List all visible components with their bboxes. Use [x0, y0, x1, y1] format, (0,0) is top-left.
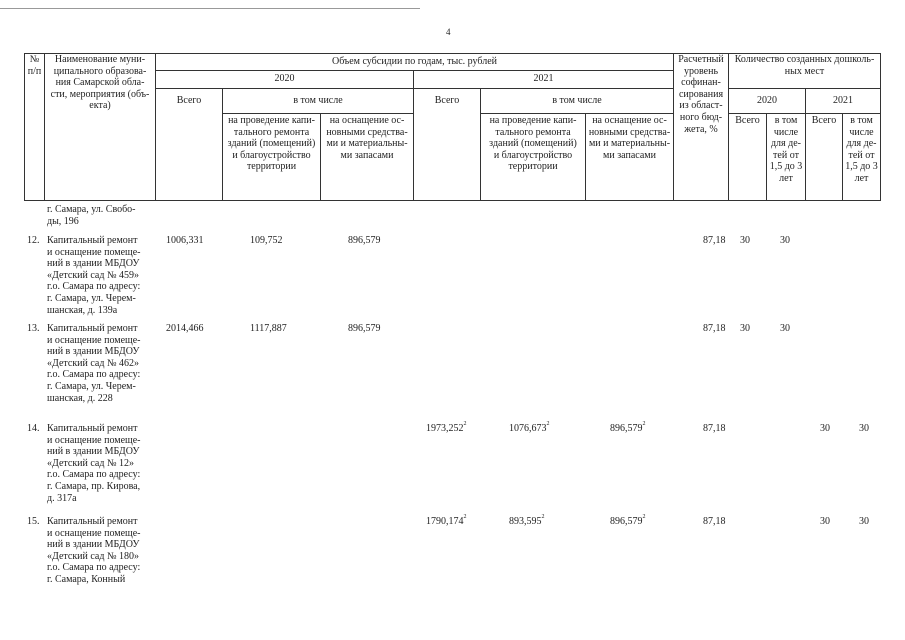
row-number: 15. — [27, 516, 40, 527]
header-2020: 2020 — [274, 73, 295, 84]
equipment-2020: 896,579 — [348, 235, 381, 246]
total-2021: 1790,1742 — [426, 514, 467, 527]
header-2020-total: Всего — [176, 95, 202, 106]
row-description: Капитальный ремонт и оснащение помеще- н… — [47, 516, 141, 585]
header-places-2021: 2021 — [833, 95, 853, 106]
row-number: 13. — [27, 323, 40, 334]
header-2021-equipment: на оснащение ос- новными средства- ми и … — [588, 115, 671, 161]
header-2021-capital: на проведение капи- тального ремонта зда… — [489, 115, 577, 173]
row-description: Капитальный ремонт и оснащение помеще- н… — [47, 235, 141, 316]
page-number: 4 — [446, 27, 451, 37]
footnote-marker: 2 — [546, 421, 550, 427]
equipment-2021: 896,5792 — [610, 421, 646, 434]
footnote-marker: 2 — [463, 514, 467, 520]
capital-2021: 1076,6732 — [509, 421, 550, 434]
equipment-2020: 896,579 — [348, 323, 381, 334]
header-rate: Расчетный уровень софинан- сирования из … — [678, 54, 724, 135]
total-2020: 1006,331 — [166, 235, 204, 246]
header-2020-equipment: на оснащение ос- новными средства- ми и … — [326, 115, 408, 161]
header-2021-including: в том числе — [552, 95, 602, 106]
places-2021-children: 30 — [859, 423, 869, 434]
places-2020-total: 30 — [740, 235, 750, 246]
header-subsidy: Объем субсидии по годам, тыс. рублей — [332, 56, 497, 67]
header-name: Наименование муни- ципального образова- … — [50, 54, 150, 112]
cofinancing-rate: 87,18 — [703, 516, 726, 527]
places-2020-total: 30 — [740, 323, 750, 334]
row-number: 12. — [27, 235, 40, 246]
capital-2021: 893,5952 — [509, 514, 545, 527]
header-places-2021-children: в том числе для де- тей от 1,5 до 3 лет — [845, 115, 878, 184]
footnote-marker: 2 — [541, 514, 545, 520]
header-2020-including: в том числе — [293, 95, 343, 106]
equipment-2021: 896,5792 — [610, 514, 646, 527]
places-2020-children: 30 — [780, 235, 790, 246]
places-2020-children: 30 — [780, 323, 790, 334]
header-places-2020: 2020 — [757, 95, 777, 106]
footnote-marker: 2 — [463, 421, 467, 427]
cofinancing-rate: 87,18 — [703, 323, 726, 334]
scan-edge-line — [0, 8, 420, 9]
total-2020: 2014,466 — [166, 323, 204, 334]
footnote-marker: 2 — [642, 421, 646, 427]
header-places-2021-total: Всего — [811, 115, 837, 126]
capital-2020: 109,752 — [250, 235, 283, 246]
places-2021-total: 30 — [820, 516, 830, 527]
row-description: Капитальный ремонт и оснащение помеще- н… — [47, 423, 141, 504]
header-places-2020-total: Всего — [735, 115, 760, 126]
row-description: Капитальный ремонт и оснащение помеще- н… — [47, 323, 141, 404]
header-places: Количество созданных дошколь- ных мест — [734, 54, 875, 77]
header-places-2020-children: в том числе для де- тей от 1,5 до 3 лет — [769, 115, 803, 184]
footnote-marker: 2 — [642, 514, 646, 520]
places-2021-total: 30 — [820, 423, 830, 434]
cofinancing-rate: 87,18 — [703, 235, 726, 246]
continuation-text: г. Самара, ул. Свобо- ды, 196 — [47, 204, 136, 227]
total-2021: 1973,2522 — [426, 421, 467, 434]
places-2021-children: 30 — [859, 516, 869, 527]
header-num: № п/п — [27, 54, 42, 77]
header-2021: 2021 — [533, 73, 554, 84]
header-2021-total: Всего — [434, 95, 460, 106]
row-number: 14. — [27, 423, 40, 434]
header-2020-capital: на проведение капи- тального ремонта зда… — [227, 115, 316, 173]
cofinancing-rate: 87,18 — [703, 423, 726, 434]
capital-2020: 1117,887 — [250, 323, 287, 334]
